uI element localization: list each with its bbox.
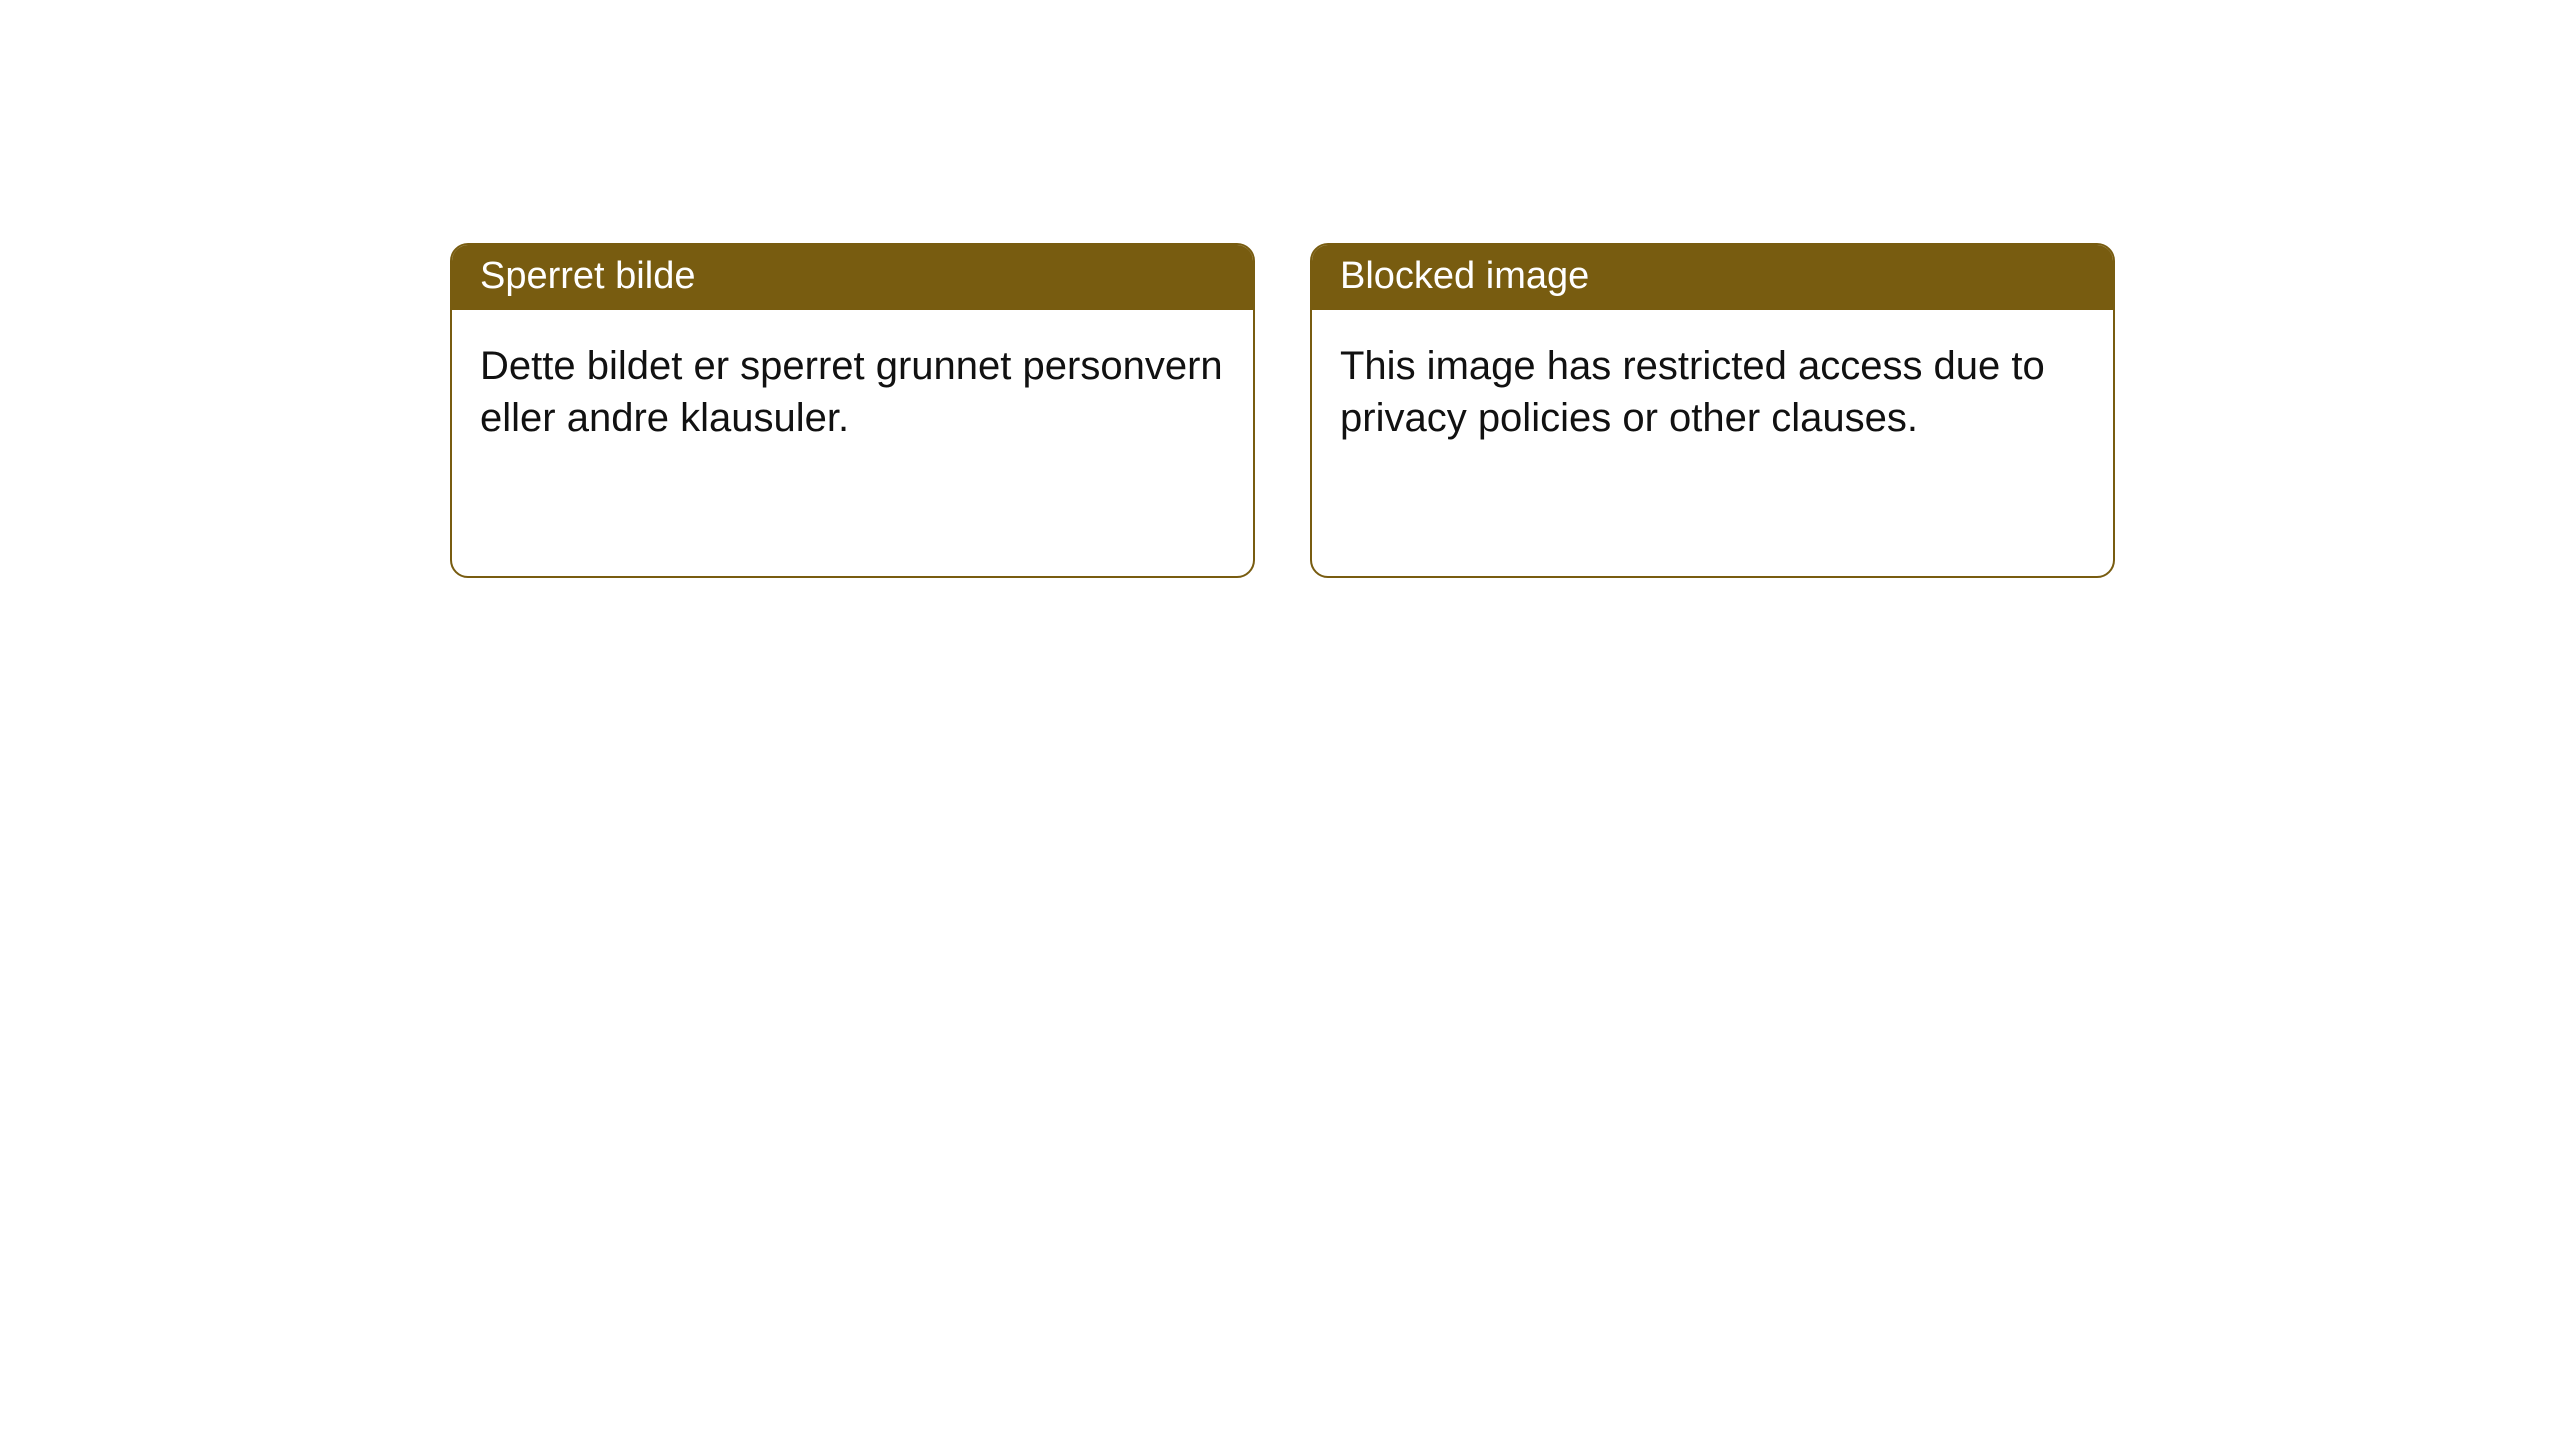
card-header-english: Blocked image (1312, 245, 2113, 310)
card-norwegian: Sperret bilde Dette bildet er sperret gr… (450, 243, 1255, 578)
card-header-norwegian: Sperret bilde (452, 245, 1253, 310)
card-body-norwegian: Dette bildet er sperret grunnet personve… (452, 310, 1253, 474)
card-body-text: Dette bildet er sperret grunnet personve… (480, 344, 1223, 440)
card-body-text: This image has restricted access due to … (1340, 344, 2045, 440)
card-body-english: This image has restricted access due to … (1312, 310, 2113, 474)
cards-container: Sperret bilde Dette bildet er sperret gr… (450, 243, 2560, 578)
card-english: Blocked image This image has restricted … (1310, 243, 2115, 578)
card-title: Sperret bilde (480, 255, 695, 297)
card-title: Blocked image (1340, 255, 1589, 297)
